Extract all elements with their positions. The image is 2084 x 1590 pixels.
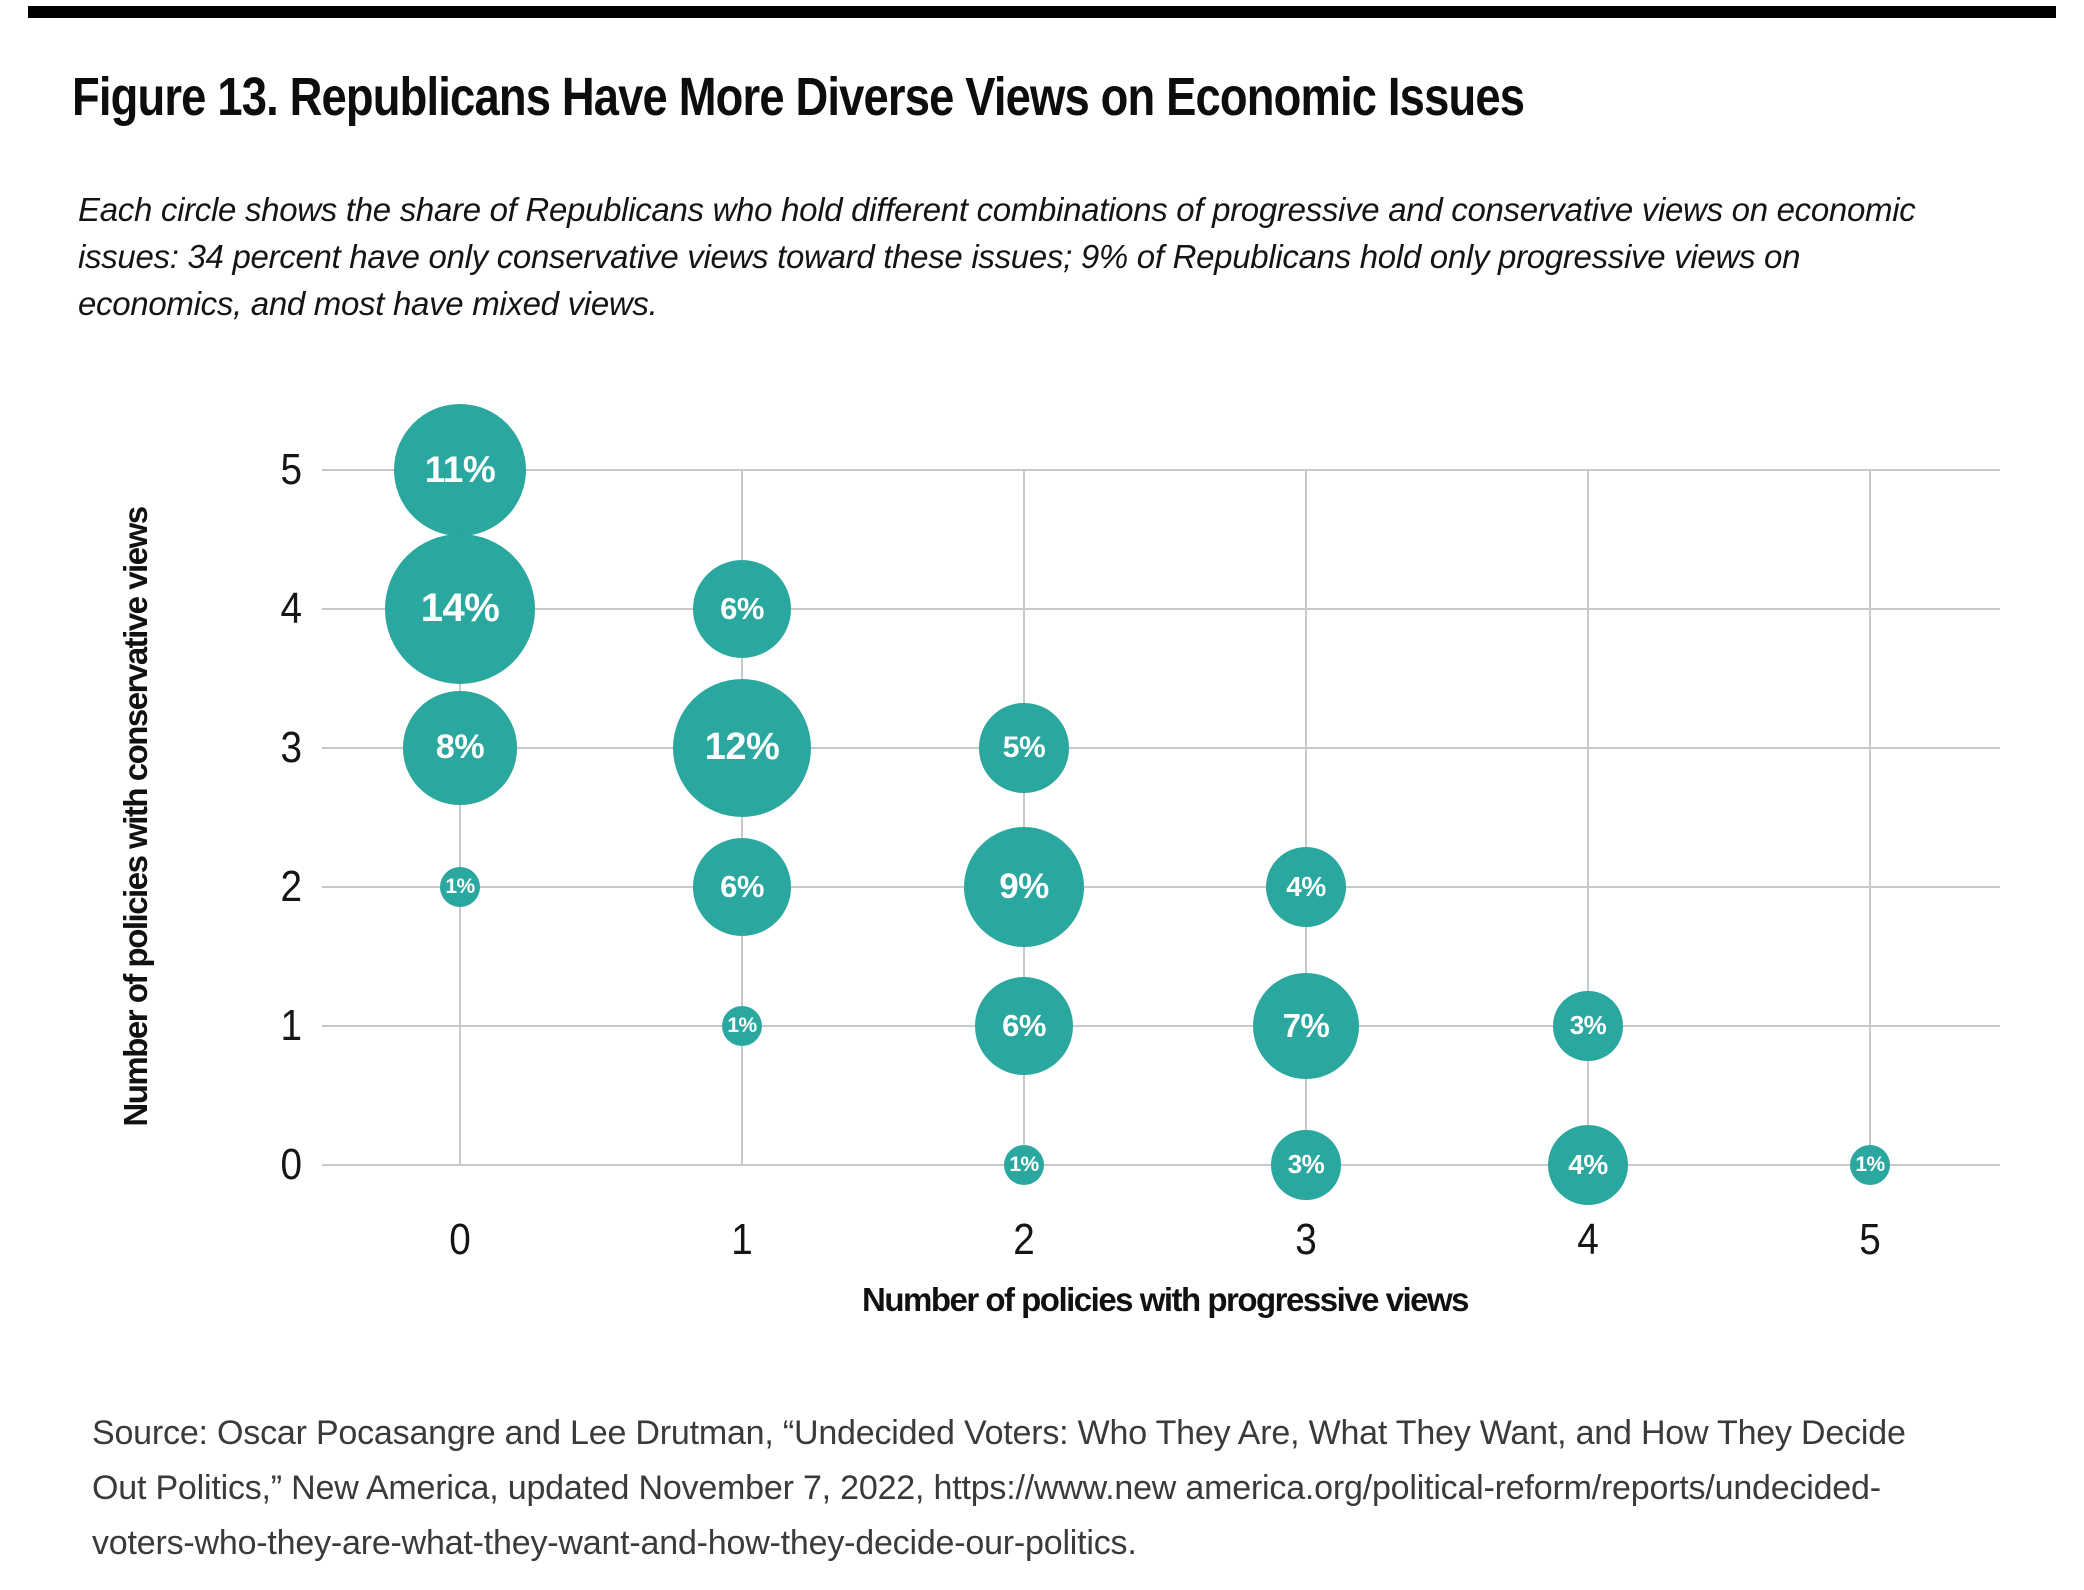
bubble-value-label: 11% [424,448,496,490]
figure-subtitle: Each circle shows the share of Republica… [78,186,1916,327]
bubble: 4% [1548,1125,1628,1205]
bubble: 9% [964,827,1084,947]
y-tick-label: 0 [280,1140,302,1189]
y-tick-label: 4 [280,584,302,633]
x-tick-label: 0 [449,1215,471,1264]
y-tick-label: 3 [280,723,302,772]
y-tick-label: 5 [280,445,302,494]
gridline-vertical [1587,470,1589,1166]
subtitle-line: Each circle shows the share of Republica… [78,191,1916,228]
gridline-horizontal [322,886,2000,888]
bubble: 6% [975,977,1073,1075]
bubble-value-label: 12% [704,726,780,769]
bubble: 11% [393,403,527,537]
bubble: 7% [1253,973,1359,1079]
gridline-vertical [459,470,461,1166]
source-line: voters-who-they-are-what-they-want-and-h… [92,1524,1137,1562]
bubble: 6% [693,560,791,658]
bubble-value-label: 1% [1855,1153,1885,1176]
bubble-value-label: 6% [720,868,764,904]
bubble: 1% [440,867,480,907]
gridline-vertical [1869,470,1871,1166]
bubble: 3% [1271,1130,1341,1200]
bubble-value-label: 4% [1286,871,1326,902]
bubble-value-label: 6% [1002,1007,1046,1043]
y-tick-label: 1 [280,1001,302,1050]
bubble: 5% [979,703,1069,793]
bubble: 1% [1850,1145,1890,1185]
x-tick-label: 3 [1295,1215,1317,1264]
bubble-value-label: 14% [420,586,500,631]
gridline-vertical [1023,470,1025,1166]
top-rule [28,6,2056,18]
bubble: 1% [1004,1145,1044,1185]
gridline-vertical [741,470,743,1166]
bubble-value-label: 6% [720,590,764,626]
gridline-vertical [1305,470,1307,1166]
bubble: 4% [1266,847,1346,927]
figure-title: Figure 13. Republicans Have More Diverse… [72,67,1525,127]
bubble-value-label: 9% [999,867,1049,906]
source-line: Source: Oscar Pocasangre and Lee Drutman… [92,1414,1906,1452]
bubble-value-label: 8% [435,728,485,767]
bubble-value-label: 3% [1569,1010,1607,1041]
bubble-value-label: 1% [727,1014,757,1037]
x-tick-label: 5 [1859,1215,1881,1264]
bubble: 8% [403,691,517,805]
x-tick-label: 2 [1013,1215,1035,1264]
subtitle-line: economics, and most have mixed views. [78,285,658,322]
x-tick-label: 1 [731,1215,753,1264]
gridline-horizontal [322,469,2000,471]
x-tick-label: 4 [1577,1215,1599,1264]
bubble-value-label: 3% [1287,1149,1325,1180]
gridline-horizontal [322,608,2000,610]
bubble: 14% [385,534,535,684]
bubble-value-label: 1% [445,875,475,898]
y-axis-label: Number of policies with conservative vie… [117,507,154,1127]
bubble-value-label: 7% [1282,1006,1330,1044]
gridline-horizontal [322,1164,2000,1166]
bubble-value-label: 4% [1568,1149,1608,1180]
gridline-horizontal [322,747,2000,749]
bubble: 12% [672,678,812,818]
bubble: 6% [693,838,791,936]
gridline-horizontal [322,1025,2000,1027]
y-tick-label: 2 [280,862,302,911]
bubble: 3% [1553,991,1623,1061]
bubble-value-label: 5% [1002,730,1046,764]
source-note: Source: Oscar Pocasangre and Lee Drutman… [92,1406,1906,1571]
subtitle-line: issues: 34 percent have only conservativ… [78,238,1801,275]
x-axis-label: Number of policies with progressive view… [861,1281,1470,1318]
bubble-value-label: 1% [1009,1153,1039,1176]
source-line: Out Politics,” New America, updated Nove… [92,1469,1881,1507]
bubble: 1% [722,1006,762,1046]
